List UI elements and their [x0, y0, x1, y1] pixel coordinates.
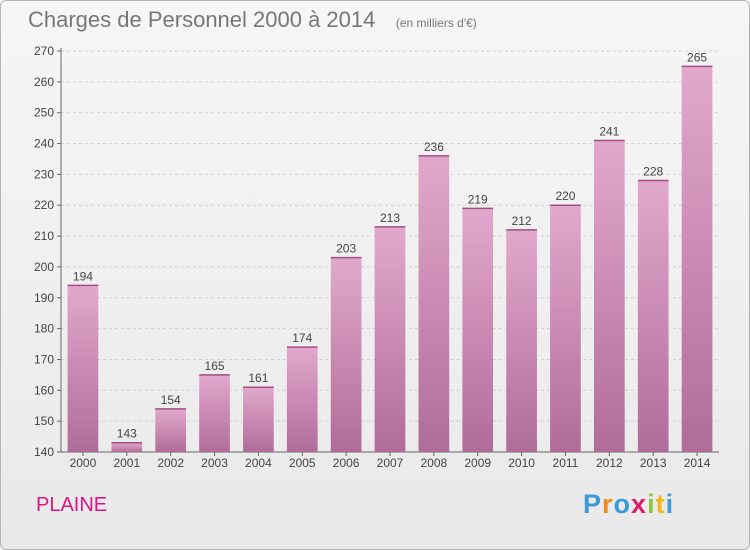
data-label: 165 — [205, 359, 225, 373]
data-label: 220 — [555, 189, 575, 203]
data-label: 236 — [424, 140, 444, 154]
bar — [681, 66, 713, 452]
data-label: 154 — [161, 393, 181, 407]
y-tick-label: 270 — [34, 44, 54, 58]
bar — [550, 205, 581, 452]
logo-letter: o — [613, 489, 632, 519]
y-tick-label: 170 — [34, 352, 54, 366]
bar — [111, 442, 143, 452]
data-label: 212 — [512, 214, 532, 228]
x-tick-label: 2008 — [421, 456, 448, 470]
logo-letter: r — [602, 489, 614, 519]
bars — [67, 65, 713, 453]
y-tick-label: 150 — [34, 414, 54, 428]
bar — [243, 387, 274, 452]
bar — [374, 226, 406, 452]
logo-letter: i — [665, 489, 675, 519]
chart-title: Charges de Personnel 2000 à 2014 — [28, 7, 376, 32]
data-label: 143 — [117, 427, 137, 441]
data-labels: 194 143 154 165 161 174 203 213 236 219 212 220 241 2… — [73, 50, 707, 440]
data-label: 265 — [687, 50, 707, 64]
bar — [593, 140, 625, 452]
x-tick-label: 2010 — [508, 456, 535, 470]
logo-letter: x — [631, 489, 648, 519]
data-label: 228 — [643, 165, 663, 179]
y-tick-label: 230 — [34, 167, 54, 181]
chart-subtitle: (en milliers d'€) — [395, 16, 477, 30]
y-tick-label: 140 — [34, 445, 54, 459]
x-tick-label: 2013 — [640, 456, 667, 470]
y-tick-label: 160 — [34, 383, 54, 397]
bar — [286, 347, 318, 452]
x-tick-label: 2007 — [377, 456, 404, 470]
y-tick-label: 190 — [34, 291, 54, 305]
data-label: 174 — [292, 331, 312, 345]
y-tick-label: 250 — [34, 106, 54, 120]
axes: 140 150 160 170 180 190 200 210 220 230 240 250 260 2… — [34, 44, 719, 470]
x-tick-label: 2006 — [333, 456, 360, 470]
x-tick-label: 2005 — [289, 456, 316, 470]
data-label: 213 — [380, 211, 400, 225]
data-label: 194 — [73, 269, 93, 283]
proxiti-logo[interactable]: Proxiti — [583, 489, 674, 520]
logo-letter: P — [583, 489, 603, 519]
y-tick-label: 210 — [34, 229, 54, 243]
y-tick-label: 180 — [34, 322, 54, 336]
x-tick-label: 2011 — [553, 456, 579, 470]
y-tick-label: 260 — [34, 75, 54, 89]
x-tick-label: 2014 — [684, 456, 711, 470]
bar — [462, 208, 494, 452]
logo-letter: t — [655, 489, 666, 519]
bar — [155, 408, 187, 452]
data-label: 203 — [336, 242, 356, 256]
data-label: 241 — [599, 124, 619, 138]
x-tick-label: 2001 — [113, 456, 140, 470]
bar — [506, 229, 537, 452]
title-row: Charges de Personnel 2000 à 2014 (en mil… — [28, 7, 477, 33]
x-tick-label: 2012 — [596, 456, 623, 470]
town-name: PLAINE — [36, 494, 108, 516]
x-tick-label: 2009 — [464, 456, 491, 470]
logo-letter: i — [647, 489, 656, 519]
data-label: 219 — [468, 192, 488, 206]
bar — [418, 155, 450, 452]
bar — [199, 374, 230, 452]
y-tick-label: 220 — [34, 198, 54, 212]
bar — [330, 257, 362, 452]
x-tick-label: 2003 — [201, 456, 228, 470]
x-tick-label: 2002 — [157, 456, 184, 470]
data-label: 161 — [248, 371, 268, 385]
bar — [67, 285, 99, 452]
y-tick-label: 240 — [34, 137, 54, 151]
x-tick-label: 2000 — [70, 456, 97, 470]
bar — [637, 180, 669, 453]
y-tick-label: 200 — [34, 260, 54, 274]
x-tick-label: 2004 — [245, 456, 272, 470]
